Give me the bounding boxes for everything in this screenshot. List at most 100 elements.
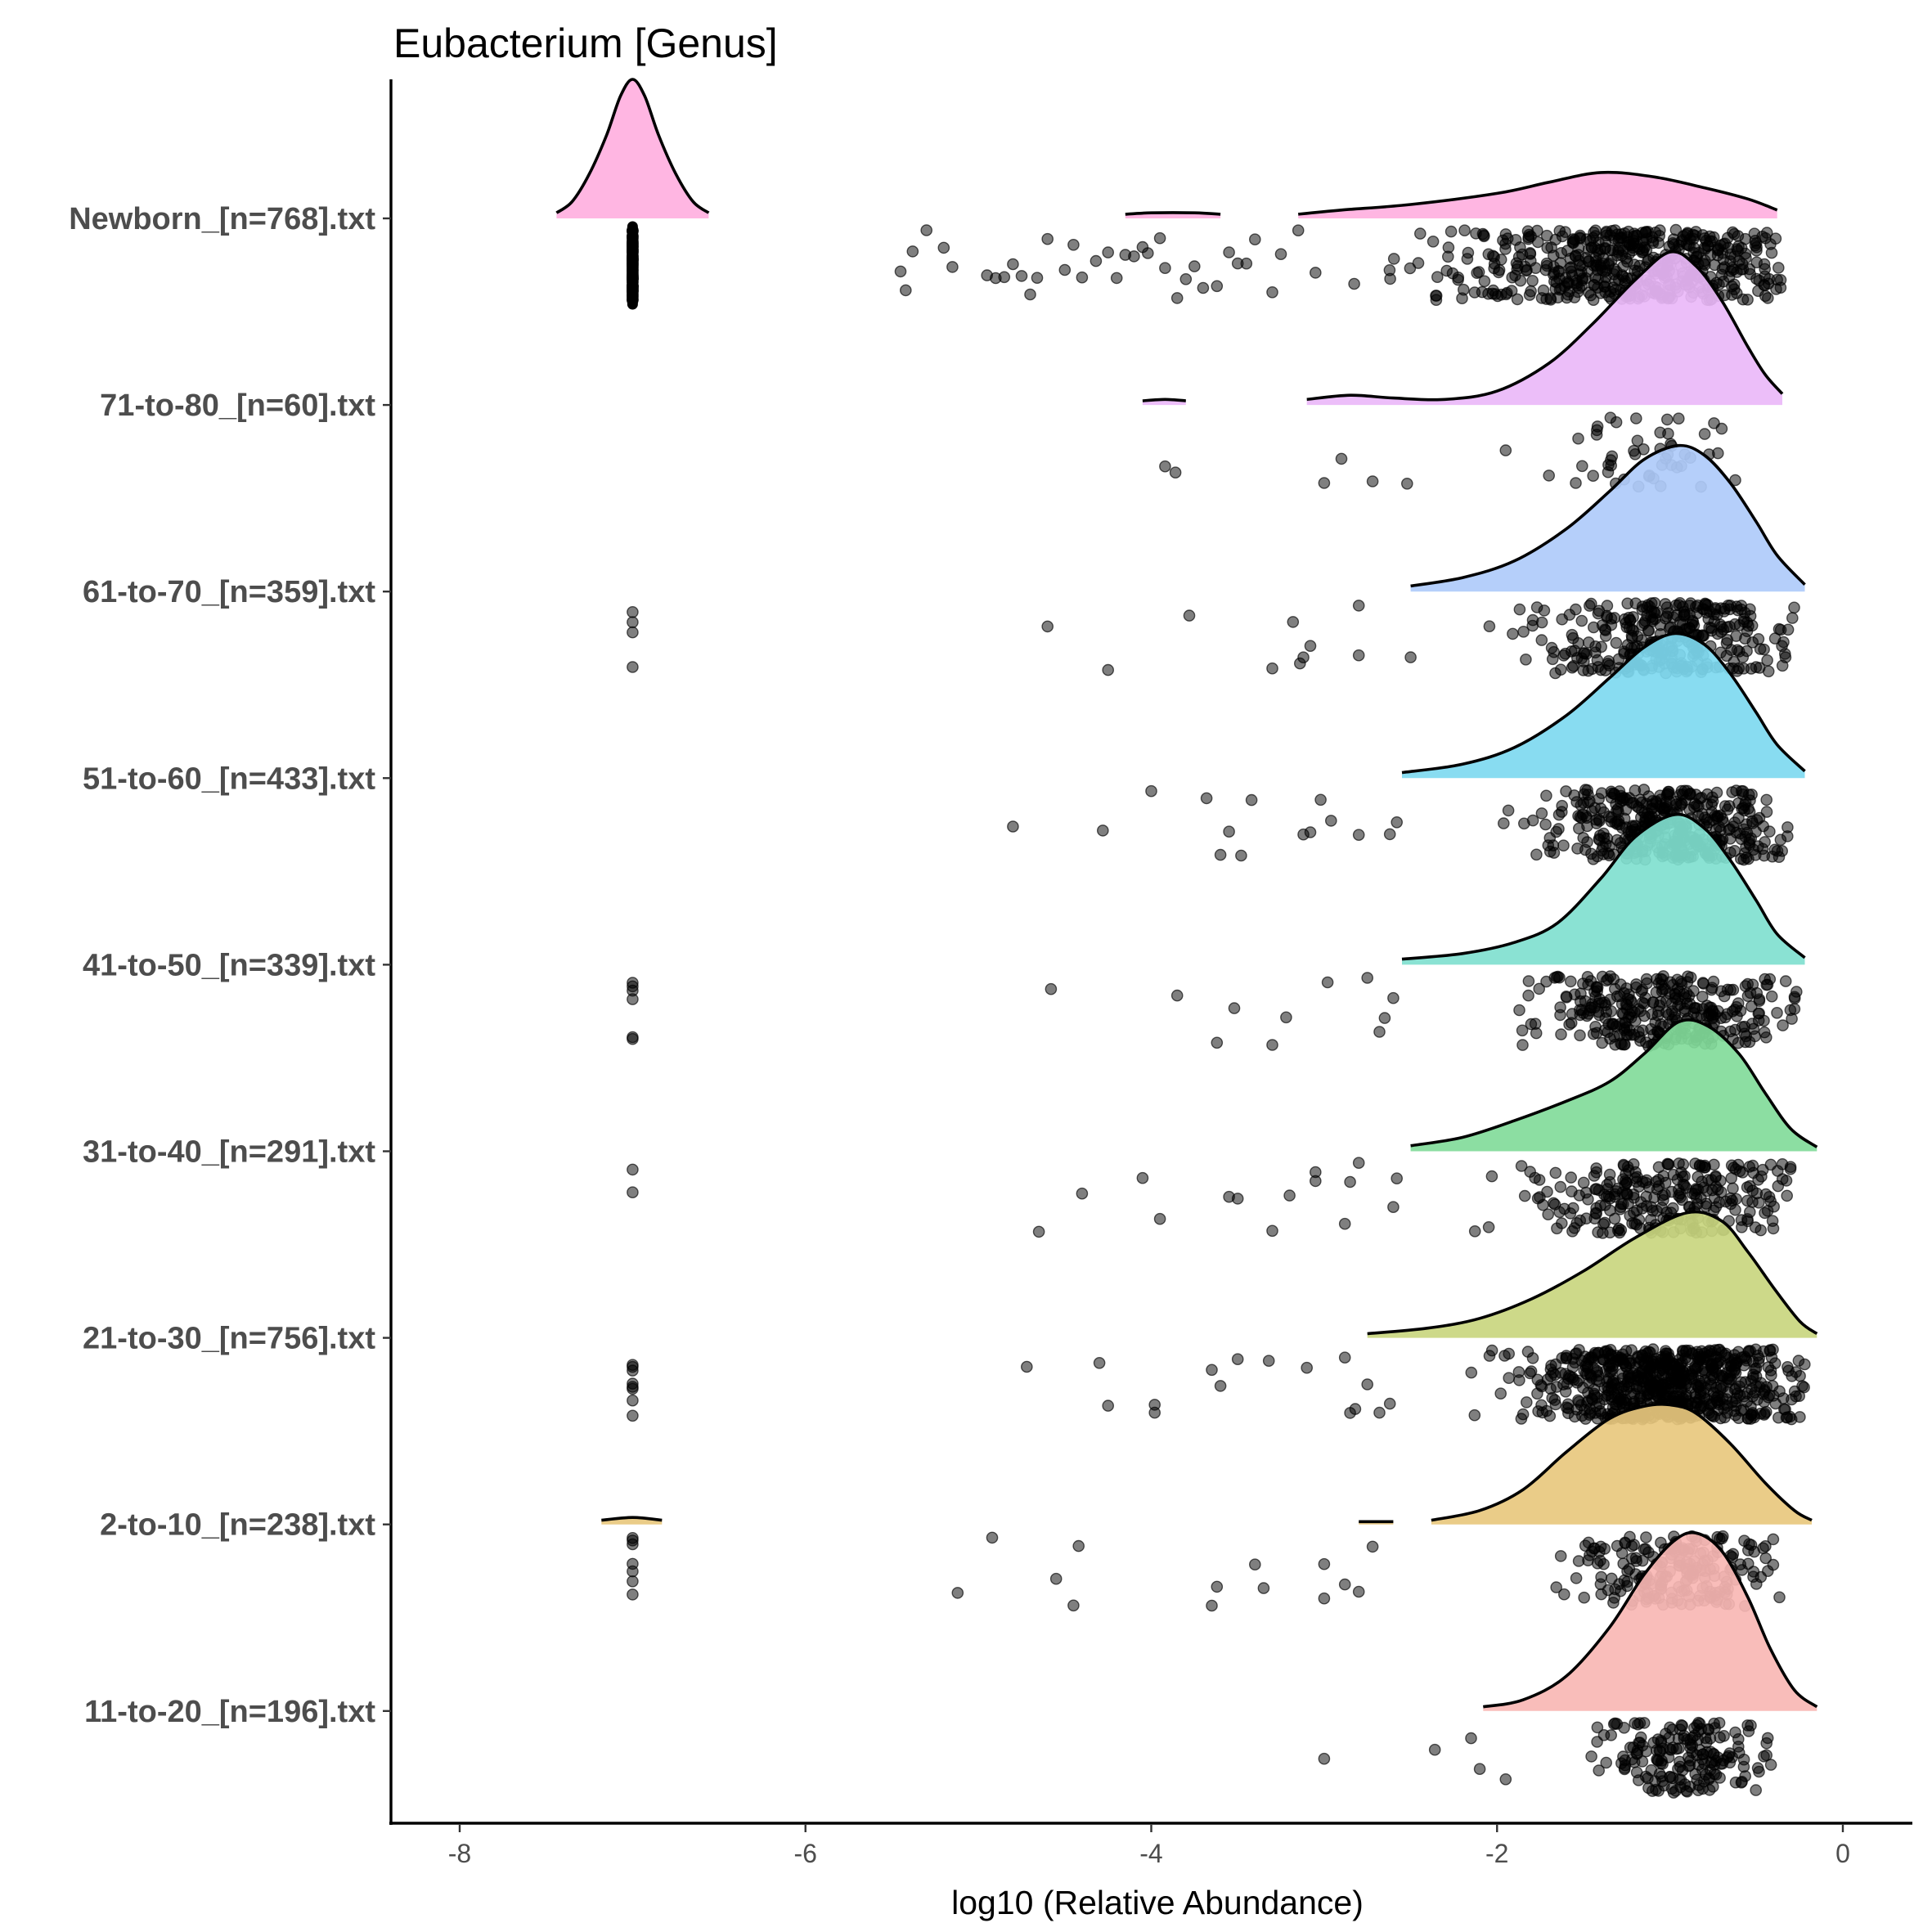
data-point (1526, 619, 1539, 632)
data-point (1673, 412, 1685, 425)
data-point (1706, 795, 1719, 807)
data-point (951, 1587, 964, 1599)
group-4 (627, 812, 1806, 1053)
data-point (920, 224, 932, 236)
data-point (1683, 622, 1696, 634)
data-point (1737, 1753, 1750, 1766)
data-point (1045, 982, 1058, 995)
data-point (1713, 820, 1726, 833)
data-point (1618, 1160, 1630, 1172)
data-point (1673, 985, 1686, 998)
data-point (1568, 291, 1581, 303)
data-point (1554, 1009, 1566, 1022)
data-point (1338, 1351, 1351, 1364)
data-point (1483, 620, 1496, 633)
data-point (1747, 1570, 1759, 1583)
data-point (1741, 1557, 1755, 1570)
data-point (1321, 976, 1334, 989)
data-point (1636, 1554, 1649, 1567)
data-point (1711, 447, 1724, 460)
data-point (1470, 227, 1482, 240)
data-point (1452, 271, 1465, 284)
data-point (1169, 466, 1182, 479)
density-outline (1401, 812, 1806, 961)
data-point (1366, 1540, 1379, 1553)
data-point (1698, 1159, 1711, 1172)
data-point (1657, 970, 1669, 982)
x-tick-label: -4 (1139, 1839, 1162, 1868)
density-fill (1402, 633, 1805, 779)
data-point (1691, 607, 1704, 620)
data-point (1585, 1352, 1598, 1365)
group-7 (601, 1402, 1813, 1612)
data-point (1427, 235, 1440, 248)
data-point (627, 1538, 639, 1551)
data-point (1652, 1179, 1665, 1193)
data-point (1231, 1353, 1244, 1365)
data-point (1468, 1225, 1481, 1238)
points-5 (627, 1157, 1797, 1239)
data-point (1590, 817, 1603, 829)
data-point (1554, 663, 1567, 676)
data-point (1110, 272, 1123, 285)
data-point (1600, 974, 1613, 987)
data-point (1760, 1749, 1772, 1762)
data-point (1629, 597, 1642, 610)
points-8 (1318, 1716, 1777, 1799)
data-point (1647, 615, 1659, 627)
data-point (1698, 1757, 1710, 1770)
data-point (1736, 1021, 1749, 1033)
data-point (1683, 1759, 1695, 1772)
data-point (1536, 1406, 1549, 1419)
data-point (1660, 601, 1674, 613)
data-point (1719, 1195, 1732, 1208)
data-point (1442, 250, 1454, 263)
data-point (1602, 465, 1615, 479)
data-point (1648, 596, 1661, 609)
density-outline (1306, 249, 1784, 402)
data-point (1553, 1206, 1566, 1219)
data-point (1634, 1196, 1647, 1208)
data-point (1765, 246, 1778, 259)
data-point (1314, 793, 1327, 806)
data-point (1493, 263, 1506, 276)
data-point (1741, 1215, 1754, 1228)
data-point (1076, 1187, 1089, 1200)
data-point (1552, 970, 1564, 983)
data-point (1697, 1400, 1710, 1413)
data-point (1606, 1018, 1620, 1031)
data-point (1584, 600, 1596, 612)
data-point (1566, 1225, 1579, 1238)
density-outline (1125, 211, 1221, 216)
data-point (1656, 1755, 1668, 1767)
data-point (1617, 1197, 1629, 1211)
y-tick-label: 41-to-50_[n=339].txt (83, 948, 375, 982)
data-point (1632, 1371, 1645, 1383)
data-point (1545, 1359, 1557, 1372)
data-point (1559, 647, 1571, 660)
data-point (1736, 802, 1748, 815)
data-point (1573, 268, 1586, 281)
data-point (1148, 1399, 1161, 1411)
data-point (1758, 258, 1771, 271)
data-point (1768, 1357, 1781, 1369)
data-point (1676, 1356, 1688, 1369)
data-point (1794, 1411, 1806, 1423)
data-point (1589, 1021, 1602, 1033)
data-point (1633, 1026, 1645, 1038)
data-point (1555, 246, 1568, 259)
data-point (1648, 1385, 1660, 1398)
data-point (1543, 470, 1555, 482)
data-point (1575, 1004, 1588, 1016)
data-point (1430, 294, 1443, 307)
data-point (1599, 235, 1612, 248)
data-point (1657, 1364, 1670, 1377)
data-point (1352, 600, 1365, 612)
data-point (1750, 661, 1763, 673)
y-tick-label: 21-to-30_[n=756].txt (83, 1322, 375, 1356)
data-point (1728, 1161, 1740, 1174)
data-point (1730, 784, 1742, 797)
data-point (1745, 1539, 1758, 1552)
data-point (1521, 1396, 1533, 1409)
